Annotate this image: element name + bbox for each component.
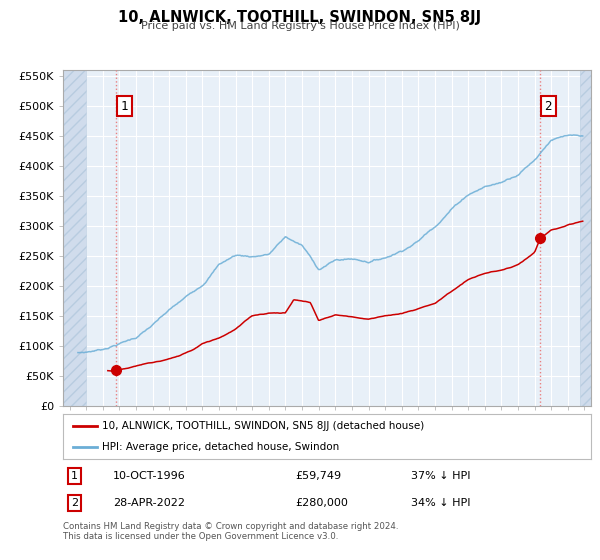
Text: 10, ALNWICK, TOOTHILL, SWINDON, SN5 8JJ (detached house): 10, ALNWICK, TOOTHILL, SWINDON, SN5 8JJ … <box>101 422 424 432</box>
Text: £280,000: £280,000 <box>295 498 348 507</box>
Text: 10, ALNWICK, TOOTHILL, SWINDON, SN5 8JJ: 10, ALNWICK, TOOTHILL, SWINDON, SN5 8JJ <box>118 10 482 25</box>
Bar <box>580 70 591 406</box>
Bar <box>63 70 86 406</box>
Text: 2: 2 <box>71 498 78 507</box>
Text: £59,749: £59,749 <box>295 471 341 480</box>
Text: 1: 1 <box>71 471 78 480</box>
Text: HPI: Average price, detached house, Swindon: HPI: Average price, detached house, Swin… <box>101 442 339 452</box>
Text: 37% ↓ HPI: 37% ↓ HPI <box>412 471 471 480</box>
Text: 34% ↓ HPI: 34% ↓ HPI <box>412 498 471 507</box>
Text: 10-OCT-1996: 10-OCT-1996 <box>113 471 186 480</box>
Text: Price paid vs. HM Land Registry's House Price Index (HPI): Price paid vs. HM Land Registry's House … <box>140 21 460 31</box>
Text: 1: 1 <box>121 100 128 113</box>
Text: Contains HM Land Registry data © Crown copyright and database right 2024.
This d: Contains HM Land Registry data © Crown c… <box>63 522 398 542</box>
Text: 2: 2 <box>545 100 552 113</box>
Text: 28-APR-2022: 28-APR-2022 <box>113 498 185 507</box>
